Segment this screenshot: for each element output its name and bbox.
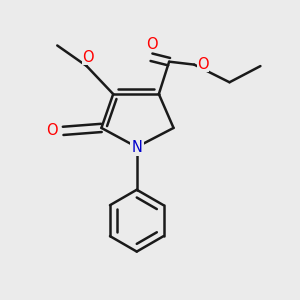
Text: N: N — [131, 140, 142, 154]
Text: O: O — [82, 50, 94, 64]
Text: O: O — [46, 123, 58, 138]
Text: O: O — [146, 37, 157, 52]
Text: O: O — [197, 57, 209, 72]
